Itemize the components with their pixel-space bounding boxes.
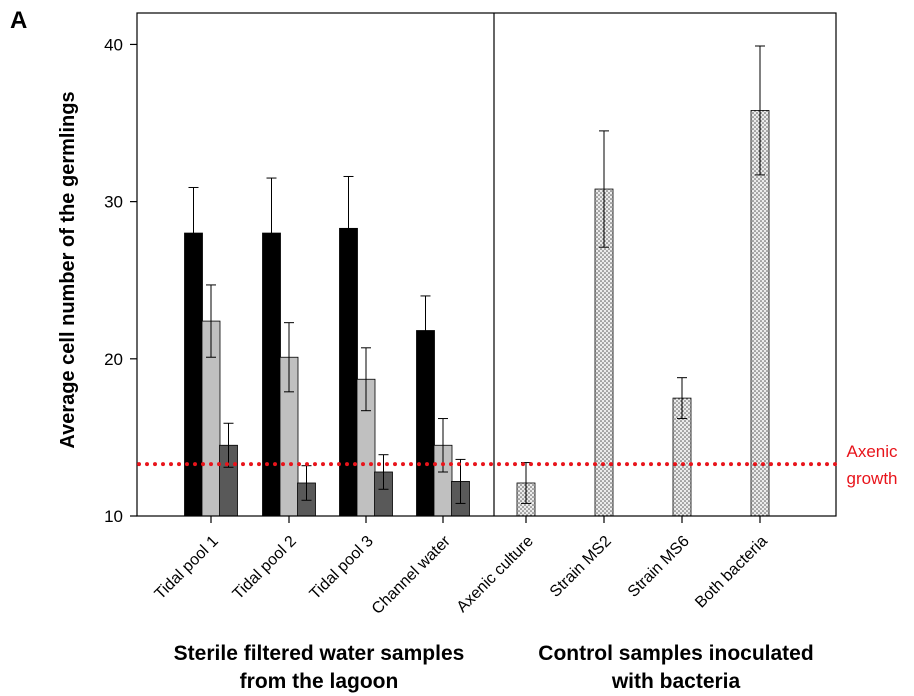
y-axis-title: Average cell number of the germlings — [57, 91, 79, 448]
reference-label-line2: growth — [846, 469, 897, 488]
group-1-title-line2: from the lagoon — [240, 670, 399, 693]
y-tick-label: 40 — [104, 35, 123, 54]
y-tick-label: 20 — [104, 350, 123, 369]
plot-frame — [136, 12, 837, 517]
y-tick-label: 30 — [104, 193, 123, 212]
panel-letter: A — [10, 7, 27, 34]
category-label: Tidal pool 2 — [230, 533, 300, 603]
category-label: Strain MS2 — [547, 533, 615, 601]
category-label: Tidal pool 1 — [152, 533, 222, 603]
y-axis-ticks: 10 20 30 40 — [104, 35, 137, 526]
category-label: Both bacteria — [692, 533, 771, 612]
category-label: Strain MS6 — [625, 533, 693, 601]
y-tick-label: 10 — [104, 507, 123, 526]
category-label: Channel water — [369, 532, 454, 617]
category-label: Axenic culture — [454, 533, 537, 616]
group-1-title-line1: Sterile filtered water samples — [174, 642, 465, 665]
x-axis-ticks: Tidal pool 1 Tidal pool 2 Tidal pool 3Chan… — [152, 516, 771, 618]
group-2-title-line2: with bacteria — [611, 670, 741, 693]
group-2-title-line1: Control samples inoculated — [538, 642, 813, 665]
category-label: Tidal pool 3 — [307, 533, 377, 603]
error-bars-layer — [188, 45, 765, 504]
reference-label-line1: Axenic — [846, 442, 898, 461]
bars-layer — [184, 110, 770, 517]
